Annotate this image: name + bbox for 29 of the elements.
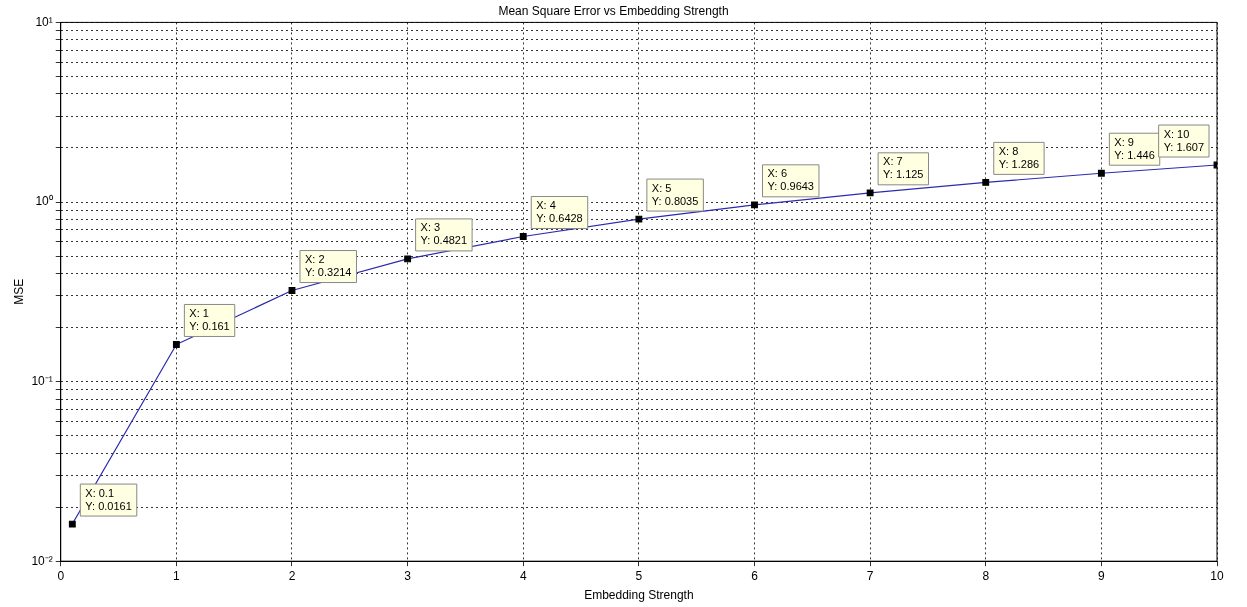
x-tick-label: 7 — [866, 568, 874, 583]
y-tick-label: 10⁻² — [31, 553, 53, 568]
annotation: X: 1 Y: 0.161 — [189, 306, 230, 332]
y-tick-label: 10¹ — [35, 14, 53, 29]
annotation: X: 7 Y: 1.125 — [883, 155, 924, 181]
x-tick-label: 0 — [57, 568, 65, 583]
x-tick-label: 9 — [1098, 568, 1106, 583]
annotation: X: 6 Y: 0.9643 — [767, 167, 814, 193]
x-tick-label: 5 — [635, 568, 643, 583]
x-tick-label: 3 — [404, 568, 412, 583]
chart-title: Mean Square Error vs Embedding Strength — [498, 3, 729, 18]
y-axis-title: MSE — [11, 278, 26, 305]
x-tick-label: 10 — [1210, 568, 1224, 583]
annotation: X: 10 Y: 1.607 — [1163, 127, 1205, 153]
annotation: X: 5 Y: 0.8035 — [651, 181, 699, 207]
x-tick-label: 1 — [173, 568, 181, 583]
x-tick-label: 2 — [288, 568, 296, 583]
annotation: X: 4 Y: 0.6428 — [536, 199, 583, 224]
x-tick-label: 4 — [519, 568, 527, 583]
y-tick-label: 10⁻¹ — [31, 373, 53, 388]
annotation: X: 9 Y: 1.446 — [1114, 135, 1155, 161]
annotation: X: 0.1 Y: 0.0161 — [85, 486, 132, 512]
annotation: X: 8 Y: 1.286 — [998, 144, 1040, 170]
annotation: X: 3 Y: 0.4821 — [420, 221, 468, 247]
y-tick-label: 10⁰ — [35, 194, 53, 209]
x-tick-label: 6 — [751, 568, 759, 583]
annotation: X: 2 Y: 0.3214 — [304, 253, 352, 279]
x-axis-title: Embedding Strength — [584, 588, 694, 603]
x-tick-label: 8 — [982, 568, 990, 583]
